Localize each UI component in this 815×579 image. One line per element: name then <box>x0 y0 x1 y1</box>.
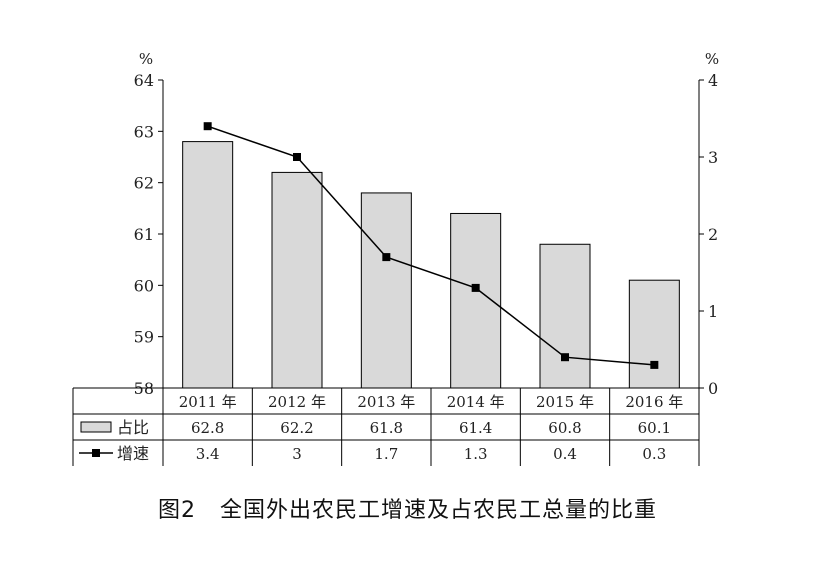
table-value-增速-5: 0.3 <box>642 445 666 463</box>
y-right-tick-label-1: 1 <box>708 302 718 321</box>
y-left-tick-label-5: 63 <box>134 122 154 141</box>
legend-swatch-占比 <box>80 421 112 433</box>
figure-number: 图2 <box>157 498 196 523</box>
y-left-tick-label-2: 60 <box>134 276 154 295</box>
category-label-3: 2014 年 <box>447 393 505 411</box>
table-value-增速-3: 1.3 <box>464 445 488 463</box>
figure-caption: 图2 全国外出农民工增速及占农民工总量的比重 <box>0 492 815 524</box>
table-value-占比-1: 62.2 <box>280 419 313 437</box>
table-value-占比-5: 60.1 <box>638 419 671 437</box>
y-right-tick-label-4: 4 <box>708 71 718 90</box>
table-value-占比-3: 61.4 <box>459 419 492 437</box>
figure-title: 全国外出农民工增速及占农民工总量的比重 <box>219 498 657 523</box>
y-left-tick-label-6: 64 <box>134 71 154 90</box>
line-point-0 <box>203 122 212 131</box>
table-value-增速-1: 3 <box>292 445 302 463</box>
data-table: 2011 年 2012 年 2013 年 2014 年 2015 年 2016 年占比 62… <box>72 387 700 466</box>
y-left-tick-label-1: 59 <box>134 328 154 347</box>
bar-0 <box>182 141 234 389</box>
category-label-4: 2015 年 <box>536 393 594 411</box>
legend-label-增速: 增速 <box>117 444 149 463</box>
bars-layer <box>182 141 680 389</box>
line-point-4 <box>561 353 569 362</box>
category-label-0: 2011 年 <box>179 393 237 411</box>
bar-5 <box>628 279 680 389</box>
y-left-tick-label-3: 61 <box>134 225 154 244</box>
line-point-5 <box>650 360 659 369</box>
category-label-5: 2016 年 <box>625 393 683 411</box>
line-layer <box>203 122 659 369</box>
bar-1 <box>271 171 323 389</box>
table-value-增速-4: 0.4 <box>553 445 577 463</box>
table-value-占比-0: 62.8 <box>191 419 224 437</box>
series-line-增速 <box>207 125 655 366</box>
y-left-tick-label-4: 62 <box>134 174 154 193</box>
legend-label-占比: 占比 <box>117 418 149 437</box>
category-label-2: 2013 年 <box>357 393 415 411</box>
category-label-1: 2012 年 <box>268 393 326 411</box>
y-right-unit: % <box>705 50 719 68</box>
line-point-2 <box>382 253 391 262</box>
line-point-3 <box>471 283 480 292</box>
table-value-占比-2: 61.8 <box>370 419 403 437</box>
table-value-增速-0: 3.4 <box>196 445 220 463</box>
y-right-tick-label-3: 3 <box>708 148 718 167</box>
y-right-tick-label-2: 2 <box>708 225 718 244</box>
bar-2 <box>360 192 412 389</box>
line-point-1 <box>293 153 301 161</box>
table-value-增速-2: 1.7 <box>374 445 398 463</box>
y-right-tick-label-0: 0 <box>708 379 718 398</box>
table-value-占比-4: 60.8 <box>548 419 581 437</box>
y-left-unit: % <box>139 50 153 68</box>
legend-marker-增速 <box>92 449 100 457</box>
bar-4 <box>539 243 591 389</box>
